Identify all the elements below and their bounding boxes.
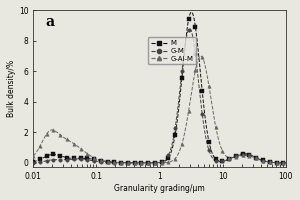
Text: a: a bbox=[46, 15, 55, 29]
Legend: M, G-M, G-Al-M: M, G-M, G-Al-M bbox=[148, 37, 196, 64]
Y-axis label: Bulk density/%: Bulk density/% bbox=[7, 60, 16, 117]
X-axis label: Granularity grading/μm: Granularity grading/μm bbox=[114, 184, 205, 193]
